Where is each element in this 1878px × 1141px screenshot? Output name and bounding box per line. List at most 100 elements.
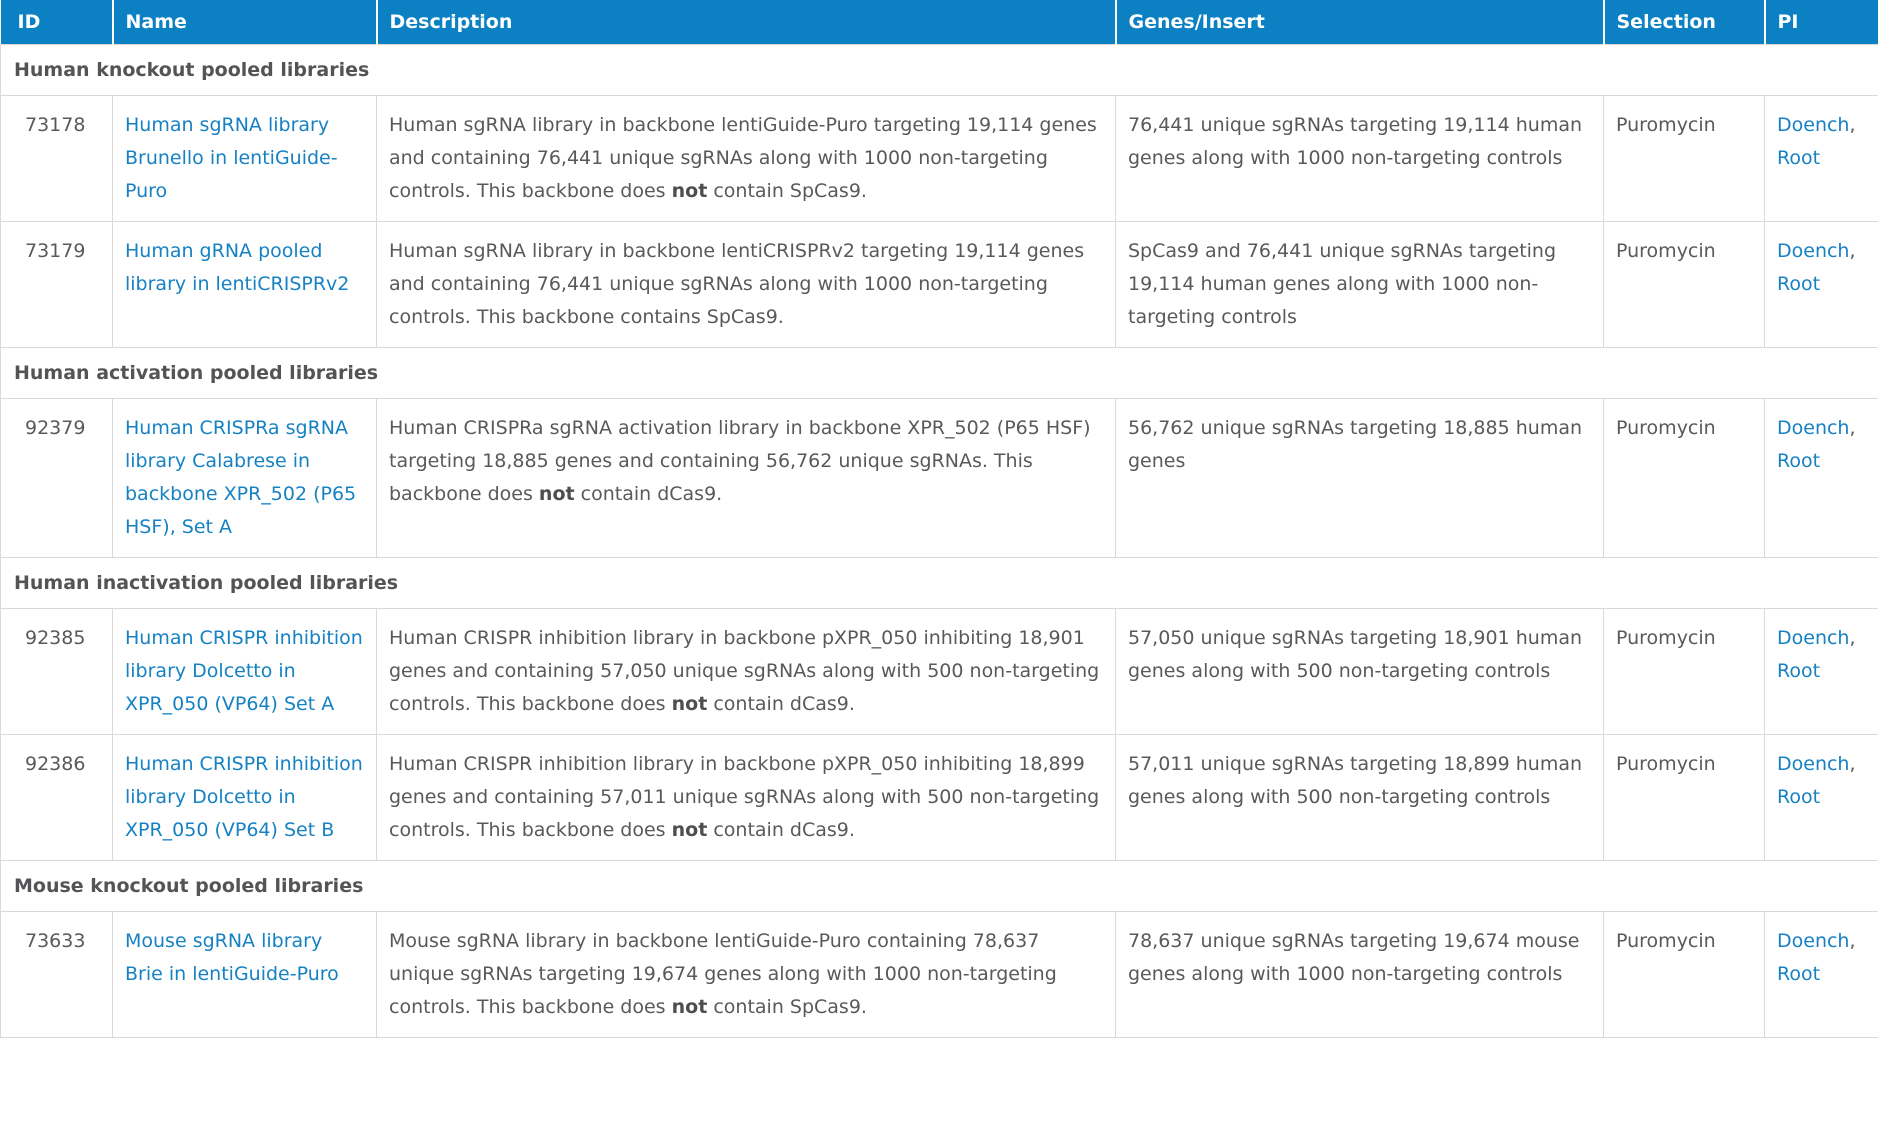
selection-text: Puromycin (1616, 417, 1716, 439)
pi-link-doench[interactable]: Doench (1777, 240, 1850, 262)
selection-text: Puromycin (1616, 753, 1716, 775)
plasmid-id: 92385 (25, 627, 86, 649)
column-header-selection: Selection (1602, 0, 1765, 45)
selection-text: Puromycin (1616, 627, 1716, 649)
library-name-link[interactable]: Human CRISPRa sgRNA library Calabrese in… (125, 417, 357, 538)
section-header-row: Human inactivation pooled libraries (0, 557, 1878, 609)
library-name-cell: Human CRISPR inhibition library Dolcetto… (112, 608, 377, 735)
plasmid-id-cell: 73179 (0, 221, 113, 348)
pi-link-root[interactable]: Root (1777, 450, 1821, 472)
selection-cell: Puromycin (1603, 608, 1765, 735)
genes-insert-cell: 76,441 unique sgRNAs targeting 19,114 hu… (1115, 95, 1604, 222)
genes-insert-text: 57,011 unique sgRNAs targeting 18,899 hu… (1128, 753, 1583, 808)
pi-link-doench[interactable]: Doench (1777, 627, 1850, 649)
section-header-row: Mouse knockout pooled libraries (0, 860, 1878, 912)
library-name-link[interactable]: Human gRNA pooled library in lentiCRISPR… (125, 240, 350, 295)
pi-link-root[interactable]: Root (1777, 147, 1821, 169)
plasmid-id-cell: 73633 (0, 911, 113, 1038)
selection-cell: Puromycin (1603, 398, 1765, 558)
genes-insert-cell: 56,762 unique sgRNAs targeting 18,885 hu… (1115, 398, 1604, 558)
table-row: 92385 Human CRISPR inhibition library Do… (0, 608, 1878, 735)
description-bold-text: not (671, 693, 708, 715)
pi-link-root[interactable]: Root (1777, 660, 1821, 682)
pi-cell: Doench, Root (1764, 398, 1878, 558)
pi-cell: Doench, Root (1764, 95, 1878, 222)
selection-text: Puromycin (1616, 930, 1716, 952)
table-row: 73179 Human gRNA pooled library in lenti… (0, 221, 1878, 348)
selection-text: Puromycin (1616, 240, 1716, 262)
section-title: Human inactivation pooled libraries (0, 557, 1878, 609)
plasmid-id: 73179 (25, 240, 86, 262)
description-text: Mouse sgRNA library in backbone lentiGui… (389, 930, 1057, 1018)
header-row: ID Name Description Genes/Insert Selecti… (0, 0, 1878, 45)
selection-cell: Puromycin (1603, 221, 1765, 348)
column-header-genes-insert: Genes/Insert (1114, 0, 1604, 45)
genes-insert-text: 78,637 unique sgRNAs targeting 19,674 mo… (1128, 930, 1580, 985)
pi-separator: , (1849, 114, 1856, 136)
description-bold-text: not (538, 483, 575, 505)
description-cell: Human sgRNA library in backbone lentiCRI… (376, 221, 1116, 348)
genes-insert-cell: 78,637 unique sgRNAs targeting 19,674 mo… (1115, 911, 1604, 1038)
description-text-after: contain dCas9. (707, 819, 855, 841)
pi-link-doench[interactable]: Doench (1777, 753, 1850, 775)
description-text: Human CRISPR inhibition library in backb… (389, 753, 1100, 841)
pi-separator: , (1849, 930, 1856, 952)
library-name-cell: Human CRISPRa sgRNA library Calabrese in… (112, 398, 377, 558)
description-text-after: contain dCas9. (707, 693, 855, 715)
section-header-row: Human activation pooled libraries (0, 347, 1878, 399)
pi-cell: Doench, Root (1764, 911, 1878, 1038)
library-name-cell: Mouse sgRNA library Brie in lentiGuide-P… (112, 911, 377, 1038)
pi-link-doench[interactable]: Doench (1777, 417, 1850, 439)
plasmid-id: 73178 (25, 114, 86, 136)
description-cell: Human CRISPR inhibition library in backb… (376, 734, 1116, 861)
pi-separator: , (1849, 753, 1856, 775)
section-title: Mouse knockout pooled libraries (0, 860, 1878, 912)
pi-link-root[interactable]: Root (1777, 786, 1821, 808)
description-bold-text: not (671, 180, 708, 202)
pi-link-doench[interactable]: Doench (1777, 930, 1850, 952)
section-title: Human knockout pooled libraries (0, 44, 1878, 96)
pi-link-root[interactable]: Root (1777, 273, 1821, 295)
library-name-cell: Human CRISPR inhibition library Dolcetto… (112, 734, 377, 861)
genes-insert-text: 57,050 unique sgRNAs targeting 18,901 hu… (1128, 627, 1583, 682)
pi-separator: , (1849, 240, 1856, 262)
library-name-link[interactable]: Mouse sgRNA library Brie in lentiGuide-P… (125, 930, 339, 985)
pi-link-root[interactable]: Root (1777, 963, 1821, 985)
pi-cell: Doench, Root (1764, 734, 1878, 861)
description-cell: Human CRISPR inhibition library in backb… (376, 608, 1116, 735)
plasmid-id-cell: 92385 (0, 608, 113, 735)
description-text: Human sgRNA library in backbone lentiCRI… (389, 240, 1085, 328)
column-header-id: ID (0, 0, 113, 45)
selection-cell: Puromycin (1603, 734, 1765, 861)
pi-separator: , (1849, 417, 1856, 439)
description-cell: Mouse sgRNA library in backbone lentiGui… (376, 911, 1116, 1038)
genes-insert-text: 76,441 unique sgRNAs targeting 19,114 hu… (1128, 114, 1583, 169)
pi-link-doench[interactable]: Doench (1777, 114, 1850, 136)
column-header-pi: PI (1763, 0, 1878, 45)
selection-cell: Puromycin (1603, 911, 1765, 1038)
plasmid-id-cell: 73178 (0, 95, 113, 222)
genes-insert-cell: 57,050 unique sgRNAs targeting 18,901 hu… (1115, 608, 1604, 735)
description-text: Human CRISPRa sgRNA activation library i… (389, 417, 1091, 505)
library-name-cell: Human sgRNA library Brunello in lentiGui… (112, 95, 377, 222)
table-row: 73178 Human sgRNA library Brunello in le… (0, 95, 1878, 222)
pi-cell: Doench, Root (1764, 221, 1878, 348)
genes-insert-text: SpCas9 and 76,441 unique sgRNAs targetin… (1128, 240, 1557, 328)
library-name-cell: Human gRNA pooled library in lentiCRISPR… (112, 221, 377, 348)
description-bold-text: not (671, 996, 708, 1018)
table-header: ID Name Description Genes/Insert Selecti… (0, 0, 1878, 45)
description-text: Human sgRNA library in backbone lentiGui… (389, 114, 1097, 202)
plasmid-id: 92386 (25, 753, 86, 775)
genes-insert-cell: SpCas9 and 76,441 unique sgRNAs targetin… (1115, 221, 1604, 348)
column-header-name: Name (111, 0, 377, 45)
table-body: Human knockout pooled libraries 73178 Hu… (0, 44, 1878, 1038)
description-text: Human CRISPR inhibition library in backb… (389, 627, 1100, 715)
description-cell: Human CRISPRa sgRNA activation library i… (376, 398, 1116, 558)
table-row: 92386 Human CRISPR inhibition library Do… (0, 734, 1878, 861)
library-name-link[interactable]: Human CRISPR inhibition library Dolcetto… (125, 627, 363, 715)
library-name-link[interactable]: Human sgRNA library Brunello in lentiGui… (125, 114, 338, 202)
table-row: 73633 Mouse sgRNA library Brie in lentiG… (0, 911, 1878, 1038)
library-name-link[interactable]: Human CRISPR inhibition library Dolcetto… (125, 753, 363, 841)
section-header-row: Human knockout pooled libraries (0, 44, 1878, 96)
plasmid-id-cell: 92386 (0, 734, 113, 861)
